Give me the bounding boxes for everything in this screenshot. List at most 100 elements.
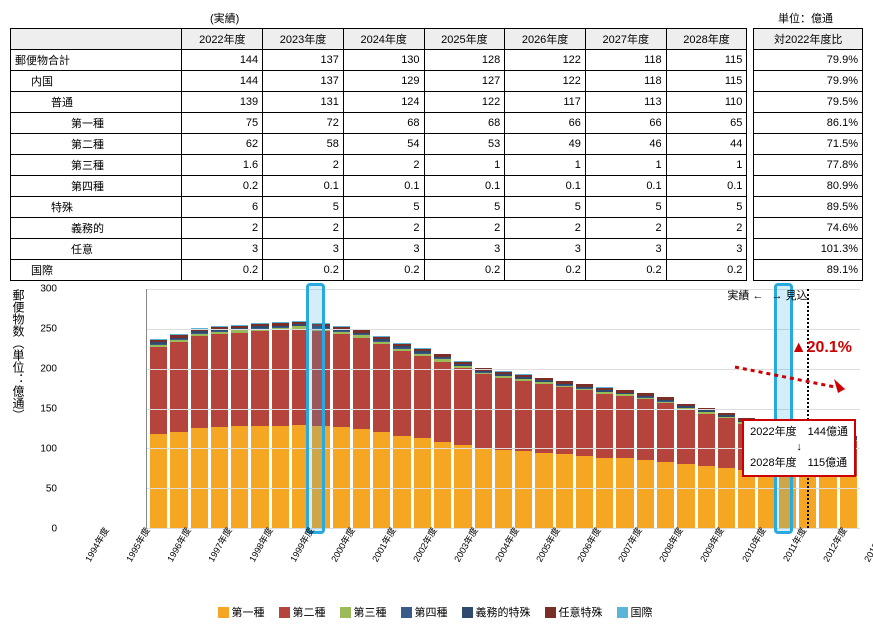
row-label: 任意 bbox=[11, 239, 182, 260]
bar bbox=[556, 381, 573, 528]
cell: 0.1 bbox=[505, 176, 586, 197]
cell: 2 bbox=[585, 218, 666, 239]
cell: 0.2 bbox=[263, 260, 344, 281]
data-table: 2022年度2023年度2024年度2025年度2026年度2027年度2028… bbox=[10, 28, 747, 281]
cell: 2 bbox=[263, 218, 344, 239]
bar bbox=[333, 326, 350, 528]
cell: 65 bbox=[666, 113, 747, 134]
bar bbox=[191, 328, 208, 528]
cell: 5 bbox=[343, 197, 424, 218]
cell: 5 bbox=[585, 197, 666, 218]
cell: 3 bbox=[263, 239, 344, 260]
cell: 128 bbox=[424, 50, 505, 71]
bar bbox=[535, 378, 552, 528]
bar bbox=[698, 408, 715, 528]
year-header: 2024年度 bbox=[343, 29, 424, 50]
bar bbox=[637, 393, 654, 528]
trend-arrow bbox=[730, 359, 860, 399]
cell: 122 bbox=[505, 50, 586, 71]
header-left: (実績) bbox=[210, 10, 239, 26]
row-label: 国際 bbox=[11, 260, 182, 281]
y-axis-title: 郵便物数（単位：億通） bbox=[10, 289, 31, 529]
cell: 3 bbox=[505, 239, 586, 260]
bar bbox=[616, 390, 633, 528]
legend-item: 国際 bbox=[617, 604, 653, 620]
cell: 118 bbox=[585, 71, 666, 92]
cell: 137 bbox=[263, 71, 344, 92]
legend-item: 第三種 bbox=[340, 604, 387, 620]
cell: 144 bbox=[182, 71, 263, 92]
ratio-table: 対2022年度比 79.9%79.9%79.5%86.1%71.5%77.8%8… bbox=[753, 28, 863, 281]
legend-item: 義務的特殊 bbox=[462, 604, 531, 620]
cell: 46 bbox=[585, 134, 666, 155]
cell: 124 bbox=[343, 92, 424, 113]
chart: 郵便物数（単位：億通） 050100150200250300 実績 ←→ 見込▲… bbox=[10, 289, 860, 620]
ratio-cell: 71.5% bbox=[754, 134, 863, 155]
bar bbox=[170, 334, 187, 528]
cell: 66 bbox=[585, 113, 666, 134]
cell: 0.1 bbox=[343, 176, 424, 197]
cell: 44 bbox=[666, 134, 747, 155]
cell: 3 bbox=[585, 239, 666, 260]
cell: 0.1 bbox=[263, 176, 344, 197]
cell: 68 bbox=[424, 113, 505, 134]
ratio-cell: 79.5% bbox=[754, 92, 863, 113]
cell: 0.1 bbox=[666, 176, 747, 197]
cell: 66 bbox=[505, 113, 586, 134]
cell: 0.2 bbox=[666, 260, 747, 281]
cell: 3 bbox=[343, 239, 424, 260]
cell: 58 bbox=[263, 134, 344, 155]
plot-area: 実績 ←→ 見込▲20.1%2022年度 144億通↓2028年度 115億通 bbox=[146, 289, 860, 529]
bar bbox=[718, 413, 735, 528]
bar bbox=[495, 371, 512, 528]
cell: 130 bbox=[343, 50, 424, 71]
bar bbox=[231, 325, 248, 528]
bar bbox=[393, 343, 410, 528]
bar bbox=[657, 397, 674, 528]
cell: 0.1 bbox=[585, 176, 666, 197]
cell: 122 bbox=[424, 92, 505, 113]
ratio-cell: 101.3% bbox=[754, 239, 863, 260]
row-label: 第二種 bbox=[11, 134, 182, 155]
cell: 5 bbox=[263, 197, 344, 218]
year-header: 2028年度 bbox=[666, 29, 747, 50]
cell: 110 bbox=[666, 92, 747, 113]
cell: 72 bbox=[263, 113, 344, 134]
ratio-cell: 89.5% bbox=[754, 197, 863, 218]
bar bbox=[272, 322, 289, 528]
row-label: 特殊 bbox=[11, 197, 182, 218]
row-label: 郵便物合計 bbox=[11, 50, 182, 71]
cell: 113 bbox=[585, 92, 666, 113]
row-label: 第四種 bbox=[11, 176, 182, 197]
cell: 2 bbox=[505, 218, 586, 239]
cell: 139 bbox=[182, 92, 263, 113]
cell: 3 bbox=[424, 239, 505, 260]
header-right: 単位：億通 bbox=[778, 10, 833, 26]
cell: 0.2 bbox=[585, 260, 666, 281]
cell: 127 bbox=[424, 71, 505, 92]
bar bbox=[251, 323, 268, 528]
cell: 62 bbox=[182, 134, 263, 155]
bar bbox=[353, 330, 370, 528]
cell: 0.2 bbox=[505, 260, 586, 281]
ratio-cell: 77.8% bbox=[754, 155, 863, 176]
callout-box: 2022年度 144億通↓2028年度 115億通 bbox=[742, 419, 856, 477]
cell: 2 bbox=[263, 155, 344, 176]
cell: 53 bbox=[424, 134, 505, 155]
bar bbox=[677, 404, 694, 528]
cell: 2 bbox=[182, 218, 263, 239]
top-arrows: 実績 ←→ 見込 bbox=[727, 287, 807, 303]
legend-item: 任意特殊 bbox=[545, 604, 603, 620]
bar bbox=[373, 336, 390, 528]
bar bbox=[515, 374, 532, 528]
ratio-cell: 80.9% bbox=[754, 176, 863, 197]
x-labels: 1994年度1995年度1996年度1997年度1998年度1999年度2000… bbox=[76, 529, 856, 569]
legend-item: 第一種 bbox=[218, 604, 265, 620]
cell: 0.2 bbox=[182, 176, 263, 197]
year-header: 2027年度 bbox=[585, 29, 666, 50]
cell: 0.2 bbox=[424, 260, 505, 281]
cell: 75 bbox=[182, 113, 263, 134]
cell: 118 bbox=[585, 50, 666, 71]
cell: 129 bbox=[343, 71, 424, 92]
cell: 5 bbox=[666, 197, 747, 218]
